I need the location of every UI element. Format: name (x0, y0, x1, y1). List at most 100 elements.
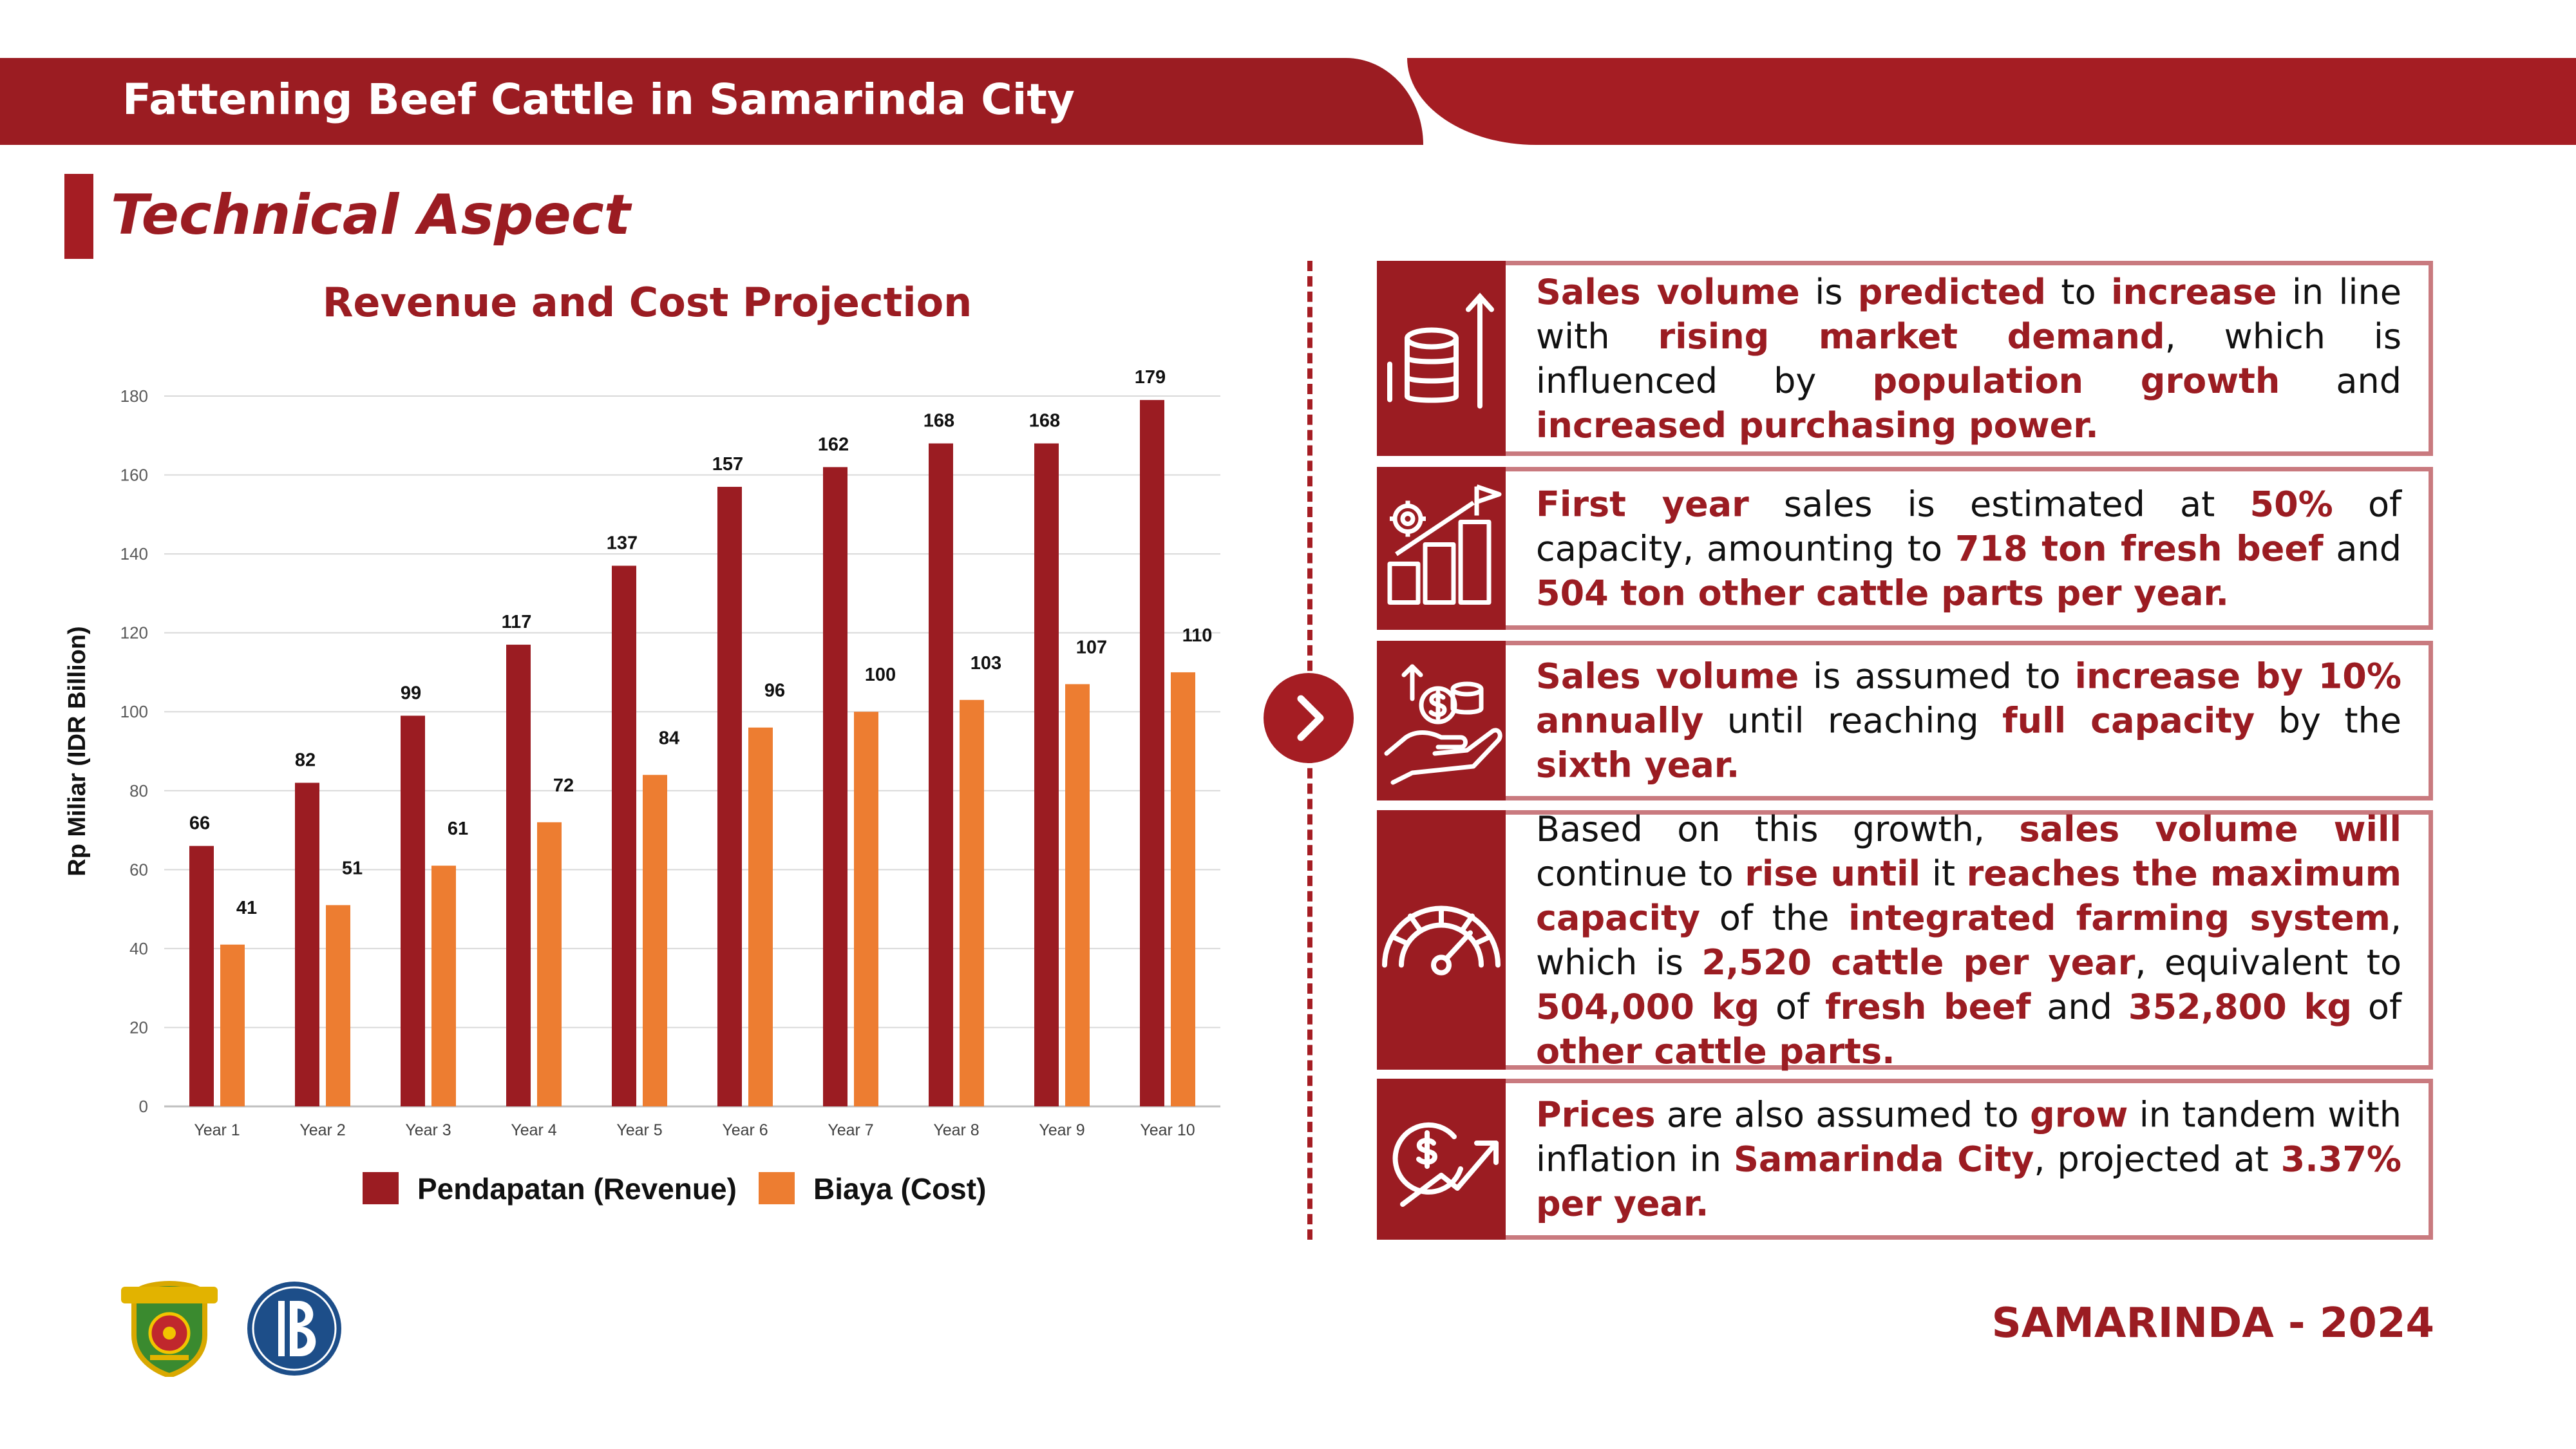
highlight-text: 3.37% per year. (1536, 1139, 2402, 1224)
cost-data-label: 96 (764, 681, 785, 701)
cost-data-label: 61 (448, 819, 468, 839)
body-text: sales is estimated at (1748, 484, 2250, 524)
body-text: of (2351, 986, 2401, 1027)
revenue-bar (295, 782, 319, 1106)
x-tick-label: Year 5 (616, 1121, 662, 1139)
revenue-data-label: 82 (295, 750, 316, 771)
body-text: and (2323, 528, 2402, 569)
cost-bar (643, 775, 667, 1106)
header-title: Fattening Beef Cattle in Samarinda City (122, 75, 1075, 124)
y-tick-label: 0 (139, 1097, 148, 1116)
footer-location-year: SAMARINDA - 2024 (1991, 1300, 2434, 1347)
cost-data-label: 72 (553, 775, 574, 796)
revenue-cost-chart: 0 20 40 60 80 100 120 140 160 180 Rp Miliar (IDR B… (64, 367, 1220, 1206)
x-tick-label: Year 9 (1039, 1121, 1084, 1139)
x-tick-label: Year 6 (722, 1121, 768, 1139)
highlight-text: population growth (1872, 360, 2280, 401)
x-tick-label: Year 8 (933, 1121, 979, 1139)
revenue-data-label: 99 (401, 683, 421, 703)
highlight-text: Sales volume (1536, 656, 1799, 697)
revenue-data-label: 168 (1029, 411, 1060, 431)
body-text: , which is influenced by (1536, 316, 2401, 401)
legend-label: Biaya (Cost) (813, 1172, 986, 1206)
cost-bar (854, 712, 878, 1106)
y-tick-label: 180 (120, 386, 148, 406)
card-icon-panel (1377, 261, 1506, 456)
y-tick-label: 40 (129, 939, 148, 958)
body-text: and (2031, 986, 2128, 1027)
cost-data-label: 41 (236, 898, 257, 918)
cost-bar (1171, 672, 1195, 1106)
highlight-text: increase (2111, 271, 2277, 312)
highlight-text: other cattle parts. (1536, 1030, 1895, 1072)
revenue-bar (1034, 443, 1059, 1106)
highlight-text: sales volume will (2019, 808, 2401, 849)
x-tick-label: Year 4 (511, 1121, 556, 1139)
body-text: are also assumed to (1655, 1094, 2031, 1135)
highlight-text: predicted (1857, 271, 2046, 312)
body-text: is (1799, 271, 1858, 312)
x-tick-label: Year 2 (299, 1121, 345, 1139)
y-tick-label: 120 (120, 623, 148, 643)
section-accent-bar (64, 174, 93, 259)
revenue-bar (823, 467, 848, 1106)
cost-bar (537, 822, 562, 1106)
highlight-text: 352,800 kg (2128, 986, 2352, 1027)
body-text: is assumed to (1799, 656, 2075, 697)
cost-data-label: 84 (659, 728, 679, 748)
body-text: continue to (1536, 853, 1745, 894)
cost-bar (431, 866, 456, 1106)
body-text: in line with (1536, 271, 2402, 357)
revenue-data-label: 162 (818, 434, 849, 455)
card-icon-panel (1377, 641, 1506, 800)
highlight-text: fresh beef (1825, 986, 2031, 1027)
cost-data-label: 110 (1182, 625, 1213, 646)
highlight-text: First year (1536, 484, 1749, 524)
legend-label: Pendapatan (Revenue) (417, 1172, 737, 1206)
info-card-sales-volume: Sales volume is predicted to increase in… (1377, 261, 2433, 456)
body-text: and (2280, 360, 2401, 401)
y-axis-label: Rp Miliar (IDR Billion) (64, 626, 91, 876)
highlight-text: increased purchasing power. (1536, 404, 2099, 446)
section-title: Technical Aspect (111, 183, 630, 247)
highlight-text: Sales volume (1536, 271, 1800, 312)
cost-data-label: 51 (342, 858, 363, 878)
card-text: Sales volume is assumed to increase by 1… (1536, 654, 2401, 788)
card-icon-panel (1377, 1079, 1506, 1240)
revenue-data-label: 179 (1135, 367, 1166, 388)
bank-indonesia-logo-icon (247, 1282, 341, 1376)
cost-bar (960, 699, 984, 1106)
card-text: Prices are also assumed to grow in tande… (1536, 1093, 2401, 1226)
revenue-bar (929, 443, 953, 1106)
y-tick-label: 80 (129, 781, 148, 800)
revenue-data-label: 137 (607, 533, 638, 553)
highlight-text: Samarinda City (1733, 1139, 2034, 1180)
cost-bar (1065, 684, 1090, 1106)
highlight-text: grow (2030, 1094, 2128, 1135)
x-tick-label: Year 1 (194, 1121, 240, 1139)
header-band-right (1407, 58, 2576, 145)
highlight-text: 2,520 cattle per year (1701, 942, 2136, 983)
legend-swatch (363, 1172, 399, 1204)
card-icon-panel (1377, 810, 1506, 1070)
x-tick-label: Year 10 (1140, 1121, 1195, 1139)
database-growth-icon (1387, 292, 1494, 408)
body-text: in tandem with inflation in (1536, 1094, 2401, 1180)
highlight-text: 504 ton other cattle parts per year. (1536, 573, 2229, 613)
chart-title: Revenue and Cost Projection (322, 279, 972, 326)
body-text: of (1759, 986, 1826, 1027)
city-government-emblem-icon (121, 1281, 218, 1377)
highlight-text: sixth year. (1536, 744, 1740, 786)
revenue-bar (506, 645, 531, 1106)
revenue-data-label: 168 (923, 411, 954, 431)
highlight-text: 50% (2249, 484, 2333, 524)
body-text: to (2045, 271, 2112, 312)
card-text: Sales volume is predicted to increase in… (1536, 270, 2401, 448)
revenue-bar (1140, 400, 1164, 1106)
next-button[interactable] (1264, 673, 1354, 763)
growth-chart-flag-icon (1387, 484, 1502, 605)
x-tick-label: Year 3 (405, 1121, 451, 1139)
card-text: Based on this growth, sales volume will … (1536, 807, 2401, 1074)
highlight-text: increase by 10% annually (1536, 656, 2401, 741)
info-card-maximum-capacity: Based on this growth, sales volume will … (1377, 809, 2433, 1072)
